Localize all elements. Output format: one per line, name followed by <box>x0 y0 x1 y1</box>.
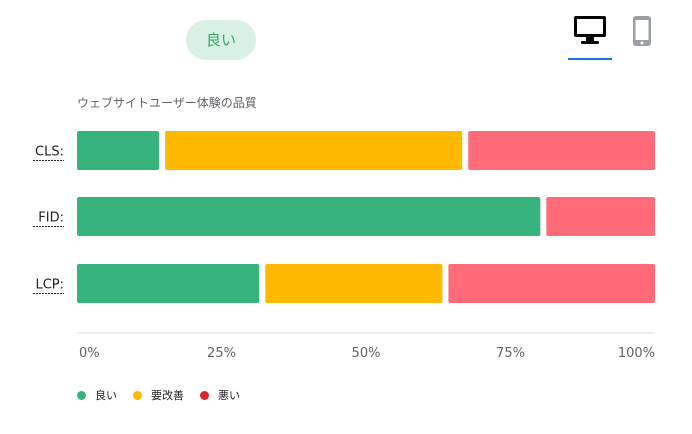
mobile-icon <box>633 16 651 46</box>
legend-label: 良い <box>95 389 117 402</box>
x-tick-label: 50% <box>352 346 381 361</box>
bar-segment[interactable] <box>265 264 443 303</box>
category-label[interactable]: CLS: <box>35 145 64 160</box>
chart-legend: 良い 要改善 悪い <box>77 387 256 403</box>
stacked-bar-chart: CLS: FID: LCP: 0% 25% 50% 75% 100% <box>33 131 655 361</box>
category-label[interactable]: FID: <box>38 211 64 226</box>
x-tick-label: 25% <box>207 346 236 361</box>
bar-segment[interactable] <box>77 197 541 236</box>
desktop-icon <box>574 16 606 44</box>
status-badge: 良い <box>186 20 256 60</box>
bar-segment[interactable] <box>448 264 655 303</box>
x-tick-label: 100% <box>618 346 655 361</box>
bar-segment[interactable] <box>77 264 260 303</box>
legend-item: 悪い <box>200 387 240 403</box>
selected-tab-indicator <box>568 58 612 60</box>
legend-dot <box>133 390 142 400</box>
tab-desktop[interactable] <box>568 14 612 60</box>
bar-segment[interactable] <box>468 131 655 170</box>
bar-segment[interactable] <box>165 131 463 170</box>
legend-dot <box>200 390 209 400</box>
bar-segment[interactable] <box>546 197 655 236</box>
legend-item: 要改善 <box>133 387 184 403</box>
legend-dot <box>77 390 86 400</box>
legend-item: 良い <box>77 387 117 403</box>
x-tick-label: 0% <box>79 346 100 361</box>
legend-label: 要改善 <box>151 389 184 402</box>
legend-label: 悪い <box>218 389 240 402</box>
category-label[interactable]: LCP: <box>35 278 64 293</box>
x-tick-label: 75% <box>496 346 525 361</box>
tab-mobile[interactable] <box>626 14 658 60</box>
chart-title: ウェブサイトユーザー体験の品質 <box>77 96 257 110</box>
bar-segment[interactable] <box>77 131 160 170</box>
